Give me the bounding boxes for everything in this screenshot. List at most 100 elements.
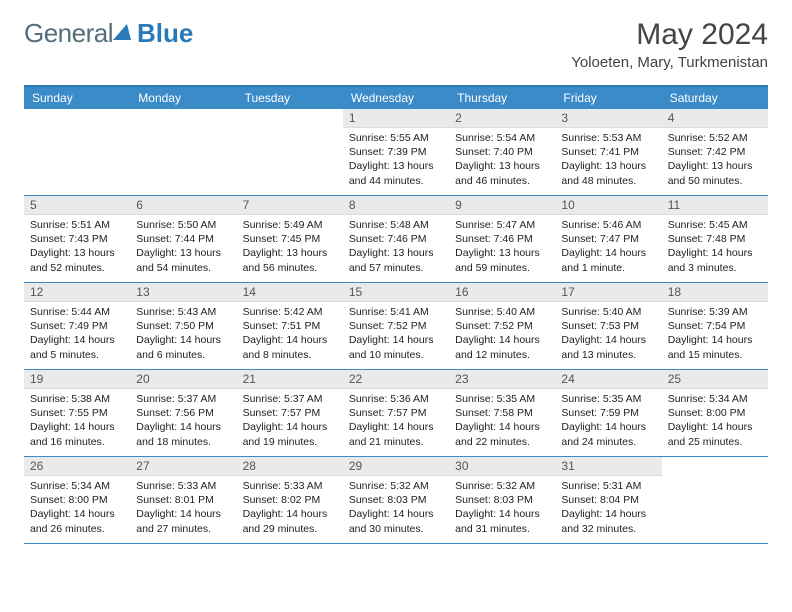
cell-body: Sunrise: 5:40 AMSunset: 7:52 PMDaylight:… — [449, 302, 555, 366]
day-number: 1 — [343, 109, 449, 128]
sunrise-line: Sunrise: 5:33 AM — [243, 479, 337, 493]
calendar-cell: 28Sunrise: 5:33 AMSunset: 8:02 PMDayligh… — [237, 457, 343, 543]
daylight-line: Daylight: 14 hours and 3 minutes. — [668, 246, 762, 274]
calendar-cell: 9Sunrise: 5:47 AMSunset: 7:46 PMDaylight… — [449, 196, 555, 282]
day-number: 6 — [130, 196, 236, 215]
daylight-line: Daylight: 14 hours and 32 minutes. — [561, 507, 655, 535]
page-title: May 2024 — [571, 18, 768, 52]
sunset-line: Sunset: 8:01 PM — [136, 493, 230, 507]
calendar-cell: 3Sunrise: 5:53 AMSunset: 7:41 PMDaylight… — [555, 109, 661, 195]
calendar-cell: 20Sunrise: 5:37 AMSunset: 7:56 PMDayligh… — [130, 370, 236, 456]
sunset-line: Sunset: 7:52 PM — [455, 319, 549, 333]
cell-body: Sunrise: 5:37 AMSunset: 7:56 PMDaylight:… — [130, 389, 236, 453]
week-row: 19Sunrise: 5:38 AMSunset: 7:55 PMDayligh… — [24, 370, 768, 457]
day-header: Thursday — [449, 87, 555, 109]
day-number: 20 — [130, 370, 236, 389]
sunrise-line: Sunrise: 5:32 AM — [455, 479, 549, 493]
sunset-line: Sunset: 7:43 PM — [30, 232, 124, 246]
day-number: 10 — [555, 196, 661, 215]
sunrise-line: Sunrise: 5:55 AM — [349, 131, 443, 145]
daylight-line: Daylight: 14 hours and 16 minutes. — [30, 420, 124, 448]
cell-body: Sunrise: 5:52 AMSunset: 7:42 PMDaylight:… — [662, 128, 768, 192]
sunset-line: Sunset: 7:41 PM — [561, 145, 655, 159]
sunrise-line: Sunrise: 5:31 AM — [561, 479, 655, 493]
sunset-line: Sunset: 7:57 PM — [349, 406, 443, 420]
day-number: 13 — [130, 283, 236, 302]
day-header: Tuesday — [237, 87, 343, 109]
sunset-line: Sunset: 7:42 PM — [668, 145, 762, 159]
sunset-line: Sunset: 7:46 PM — [349, 232, 443, 246]
sunrise-line: Sunrise: 5:41 AM — [349, 305, 443, 319]
cell-body: Sunrise: 5:32 AMSunset: 8:03 PMDaylight:… — [449, 476, 555, 540]
logo-text-blue: Blue — [137, 18, 193, 49]
cell-body: Sunrise: 5:42 AMSunset: 7:51 PMDaylight:… — [237, 302, 343, 366]
cell-body: Sunrise: 5:55 AMSunset: 7:39 PMDaylight:… — [343, 128, 449, 192]
cell-body: Sunrise: 5:35 AMSunset: 7:59 PMDaylight:… — [555, 389, 661, 453]
day-number: 17 — [555, 283, 661, 302]
day-number: 25 — [662, 370, 768, 389]
day-header: Monday — [130, 87, 236, 109]
sunset-line: Sunset: 7:55 PM — [30, 406, 124, 420]
day-number: 8 — [343, 196, 449, 215]
calendar-cell: 22Sunrise: 5:36 AMSunset: 7:57 PMDayligh… — [343, 370, 449, 456]
calendar-cell — [237, 109, 343, 195]
cell-body: Sunrise: 5:36 AMSunset: 7:57 PMDaylight:… — [343, 389, 449, 453]
sunrise-line: Sunrise: 5:54 AM — [455, 131, 549, 145]
sunset-line: Sunset: 8:02 PM — [243, 493, 337, 507]
day-number: 9 — [449, 196, 555, 215]
calendar-cell: 21Sunrise: 5:37 AMSunset: 7:57 PMDayligh… — [237, 370, 343, 456]
calendar-cell: 1Sunrise: 5:55 AMSunset: 7:39 PMDaylight… — [343, 109, 449, 195]
daylight-line: Daylight: 14 hours and 12 minutes. — [455, 333, 549, 361]
daylight-line: Daylight: 14 hours and 26 minutes. — [30, 507, 124, 535]
calendar-cell: 4Sunrise: 5:52 AMSunset: 7:42 PMDaylight… — [662, 109, 768, 195]
calendar: SundayMondayTuesdayWednesdayThursdayFrid… — [24, 85, 768, 544]
sunrise-line: Sunrise: 5:44 AM — [30, 305, 124, 319]
sunset-line: Sunset: 7:53 PM — [561, 319, 655, 333]
sunset-line: Sunset: 7:46 PM — [455, 232, 549, 246]
day-number: 24 — [555, 370, 661, 389]
sunrise-line: Sunrise: 5:53 AM — [561, 131, 655, 145]
daylight-line: Daylight: 14 hours and 13 minutes. — [561, 333, 655, 361]
calendar-cell: 15Sunrise: 5:41 AMSunset: 7:52 PMDayligh… — [343, 283, 449, 369]
cell-body: Sunrise: 5:44 AMSunset: 7:49 PMDaylight:… — [24, 302, 130, 366]
day-header: Saturday — [662, 87, 768, 109]
daylight-line: Daylight: 14 hours and 27 minutes. — [136, 507, 230, 535]
daylight-line: Daylight: 14 hours and 15 minutes. — [668, 333, 762, 361]
day-number: 21 — [237, 370, 343, 389]
sunset-line: Sunset: 7:39 PM — [349, 145, 443, 159]
sunset-line: Sunset: 7:57 PM — [243, 406, 337, 420]
sunrise-line: Sunrise: 5:40 AM — [455, 305, 549, 319]
day-number: 27 — [130, 457, 236, 476]
sunset-line: Sunset: 7:45 PM — [243, 232, 337, 246]
day-header: Wednesday — [343, 87, 449, 109]
daylight-line: Daylight: 14 hours and 22 minutes. — [455, 420, 549, 448]
calendar-cell: 25Sunrise: 5:34 AMSunset: 8:00 PMDayligh… — [662, 370, 768, 456]
sunrise-line: Sunrise: 5:50 AM — [136, 218, 230, 232]
daylight-line: Daylight: 14 hours and 21 minutes. — [349, 420, 443, 448]
cell-body: Sunrise: 5:51 AMSunset: 7:43 PMDaylight:… — [24, 215, 130, 279]
sunrise-line: Sunrise: 5:35 AM — [561, 392, 655, 406]
calendar-cell — [662, 457, 768, 543]
sunrise-line: Sunrise: 5:46 AM — [561, 218, 655, 232]
daylight-line: Daylight: 14 hours and 8 minutes. — [243, 333, 337, 361]
calendar-cell: 31Sunrise: 5:31 AMSunset: 8:04 PMDayligh… — [555, 457, 661, 543]
daylight-line: Daylight: 13 hours and 57 minutes. — [349, 246, 443, 274]
daylight-line: Daylight: 13 hours and 59 minutes. — [455, 246, 549, 274]
day-number: 19 — [24, 370, 130, 389]
calendar-cell: 14Sunrise: 5:42 AMSunset: 7:51 PMDayligh… — [237, 283, 343, 369]
sunset-line: Sunset: 7:52 PM — [349, 319, 443, 333]
sunrise-line: Sunrise: 5:37 AM — [136, 392, 230, 406]
sunset-line: Sunset: 8:03 PM — [455, 493, 549, 507]
daylight-line: Daylight: 14 hours and 25 minutes. — [668, 420, 762, 448]
logo-triangle-icon — [113, 22, 135, 40]
cell-body: Sunrise: 5:37 AMSunset: 7:57 PMDaylight:… — [237, 389, 343, 453]
daylight-line: Daylight: 14 hours and 1 minute. — [561, 246, 655, 274]
calendar-cell: 29Sunrise: 5:32 AMSunset: 8:03 PMDayligh… — [343, 457, 449, 543]
day-number: 23 — [449, 370, 555, 389]
day-number: 14 — [237, 283, 343, 302]
calendar-cell: 27Sunrise: 5:33 AMSunset: 8:01 PMDayligh… — [130, 457, 236, 543]
daylight-line: Daylight: 13 hours and 54 minutes. — [136, 246, 230, 274]
week-row: 5Sunrise: 5:51 AMSunset: 7:43 PMDaylight… — [24, 196, 768, 283]
daylight-line: Daylight: 14 hours and 18 minutes. — [136, 420, 230, 448]
calendar-cell — [130, 109, 236, 195]
